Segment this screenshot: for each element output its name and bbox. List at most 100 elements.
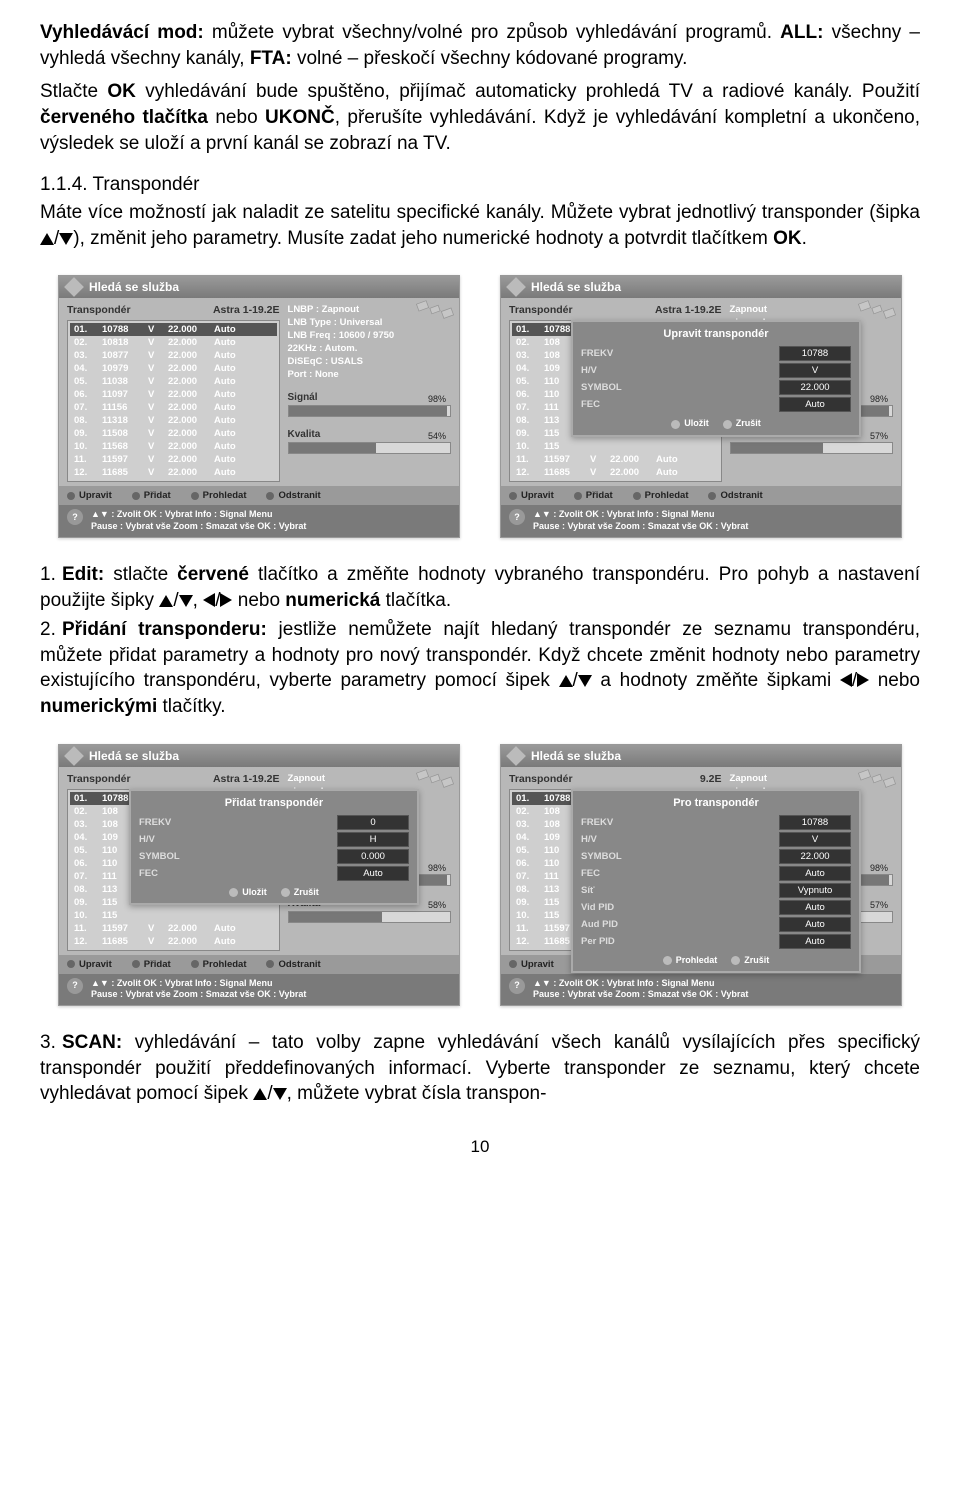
window-footer: Upravit Přidat Prohledat Odstranit: [59, 486, 459, 505]
transponder-row[interactable]: 11.11597V22.000Auto: [70, 922, 277, 935]
info-row: 22KHz : Autom.: [288, 343, 451, 354]
signal-bar: Signál98%: [288, 392, 451, 417]
dialog-field[interactable]: FREKV0: [139, 815, 409, 830]
sat-icon: [506, 278, 526, 298]
window-titlebar: Hledá se služba: [59, 276, 459, 298]
info-row: Port : None: [288, 369, 451, 380]
list-item-edit: 1.Edit: stlačte červené tlačítko a změňt…: [40, 562, 920, 613]
list-item-scan: 3.SCAN: vyhledávání – tato volby zapne v…: [40, 1030, 920, 1107]
dialog-field[interactable]: SíťVypnuto: [581, 883, 851, 898]
footer-button[interactable]: Upravit: [509, 490, 554, 501]
transponder-row[interactable]: 05.11038V22.000Auto: [70, 375, 277, 388]
info-row: Zapnout: [730, 304, 893, 315]
transponder-row[interactable]: 02.10818V22.000Auto: [70, 336, 277, 349]
label-ok-confirm: OK: [773, 228, 802, 249]
help-icon: ?: [509, 509, 525, 525]
dialog-field[interactable]: SYMBOL22.000: [581, 380, 851, 395]
dialog-field[interactable]: H/VV: [581, 363, 851, 378]
dialog-field[interactable]: SYMBOL0.000: [139, 849, 409, 864]
triangle-right-icon: [220, 593, 232, 607]
dialog-save-button[interactable]: Uložit: [671, 418, 709, 428]
triangle-down-icon: [273, 1088, 287, 1100]
label-numeric2: numerickými: [40, 696, 157, 717]
transponder-row[interactable]: 01.10788V22.000Auto: [70, 323, 277, 336]
footer-button[interactable]: Odstranit: [708, 490, 762, 501]
info-row: Zapnout: [730, 773, 893, 784]
label-red: červené: [177, 564, 249, 585]
footer-button[interactable]: Prohledat: [191, 490, 247, 501]
transponder-row[interactable]: 11.11597V22.000Auto: [70, 453, 277, 466]
footer-button[interactable]: Upravit: [509, 959, 554, 970]
screenshot-transponder-scan: Hledá se službaTranspondér9.2E01.10788V2…: [500, 744, 902, 1006]
triangle-up-icon: [559, 675, 573, 687]
transponder-row[interactable]: 09.11508V22.000Auto: [70, 427, 277, 440]
dialog-field[interactable]: SYMBOL22.000: [581, 849, 851, 864]
transponder-row[interactable]: 10.11568V22.000Auto: [70, 440, 277, 453]
footer-button[interactable]: Přidat: [132, 959, 171, 970]
dialog-title: Upravit transpondér: [581, 328, 851, 340]
dialog-field[interactable]: Aud PIDAuto: [581, 917, 851, 932]
transponder-panel: TranspondérAstra 1-19.2E01.10788V22.000A…: [67, 304, 280, 482]
triangle-down-icon: [578, 675, 592, 687]
right-header: 9.2E: [700, 773, 722, 785]
footer-button[interactable]: Prohledat: [191, 959, 247, 970]
triangle-left-icon: [203, 593, 215, 607]
window-title: Hledá se služba: [531, 749, 621, 763]
sat-icon: [64, 278, 84, 298]
triangle-down-icon: [59, 233, 73, 245]
transponder-row[interactable]: 10.115: [512, 440, 719, 453]
sat-icon: [506, 746, 526, 766]
footer-button[interactable]: Odstranit: [266, 490, 320, 501]
info-row: LNB Freq : 10600 / 9750: [288, 330, 451, 341]
dialog-field[interactable]: FREKV10788: [581, 346, 851, 361]
window-title: Hledá se služba: [89, 280, 179, 294]
right-header: Astra 1-19.2E: [213, 773, 280, 785]
label-exit: UKONČ: [265, 107, 335, 128]
label-numeric: numerická: [285, 590, 380, 611]
list-block-2: 3.SCAN: vyhledávání – tato volby zapne v…: [40, 1030, 920, 1107]
dialog-cancel-button[interactable]: Zrušit: [723, 418, 761, 428]
dialog-field[interactable]: H/VV: [581, 832, 851, 847]
transponder-row[interactable]: 11.11597V22.000Auto: [512, 453, 719, 466]
transponder-row[interactable]: 04.10979V22.000Auto: [70, 362, 277, 375]
window-body: TranspondérAstra 1-19.2E01.10788V22.000A…: [59, 298, 459, 486]
page: Vyhledávácí mod: můžete vybrat všechny/v…: [0, 0, 960, 1197]
window-titlebar: Hledá se služba: [59, 745, 459, 767]
dialog-field[interactable]: FECAuto: [581, 397, 851, 412]
dialog-cancel-button[interactable]: Zrušit: [731, 955, 769, 965]
dialog-cancel-button[interactable]: Zrušit: [281, 887, 319, 897]
dialog-s4: Pro transpondérFREKV10788H/VVSYMBOL22.00…: [571, 789, 861, 973]
dialog-field[interactable]: Per PIDAuto: [581, 934, 851, 949]
footer-button[interactable]: Odstranit: [266, 959, 320, 970]
transponder-row[interactable]: 12.11685V22.000Auto: [512, 466, 719, 479]
footer-button[interactable]: Upravit: [67, 490, 112, 501]
transponder-row[interactable]: 07.11156V22.000Auto: [70, 401, 277, 414]
footer-button[interactable]: Přidat: [574, 490, 613, 501]
dialog-field[interactable]: Vid PIDAuto: [581, 900, 851, 915]
triangle-right-icon: [857, 673, 869, 687]
window-titlebar: Hledá se služba: [501, 745, 901, 767]
dialog-field[interactable]: FREKV10788: [581, 815, 851, 830]
transponder-row[interactable]: 03.10877V22.000Auto: [70, 349, 277, 362]
footer-button[interactable]: Přidat: [132, 490, 171, 501]
transponder-row[interactable]: 08.11318V22.000Auto: [70, 414, 277, 427]
dialog-field[interactable]: FECAuto: [581, 866, 851, 881]
transponder-row[interactable]: 10.115: [70, 909, 277, 922]
transponder-row[interactable]: 12.11685V22.000Auto: [70, 935, 277, 948]
screenshot-row-1: Hledá se služba TranspondérAstra 1-19.2E0…: [40, 275, 920, 537]
transponder-row[interactable]: 06.11097V22.000Auto: [70, 388, 277, 401]
footer-button[interactable]: Prohledat: [633, 490, 689, 501]
footer-button[interactable]: Upravit: [67, 959, 112, 970]
transponder-row[interactable]: 12.11685V22.000Auto: [70, 466, 277, 479]
lnb-info: LNBP : ZapnoutLNB Type : UniversalLNB Fr…: [288, 304, 451, 380]
transponder-list[interactable]: 01.10788V22.000Auto02.10818V22.000Auto03…: [67, 320, 280, 482]
info-row: DiSEqC : USALS: [288, 356, 451, 367]
dialog-field[interactable]: H/VH: [139, 832, 409, 847]
dialog-field[interactable]: FECAuto: [139, 866, 409, 881]
dialog-save-button[interactable]: Uložit: [229, 887, 267, 897]
help-bar: ?▲▼ : Zvolit OK : Vybrat Info : Signal M…: [59, 974, 459, 1005]
sat-icon: [64, 746, 84, 766]
label-search-mode: Vyhledávácí mod:: [40, 22, 204, 43]
help-icon: ?: [509, 978, 525, 994]
dialog-save-button[interactable]: Prohledat: [663, 955, 718, 965]
